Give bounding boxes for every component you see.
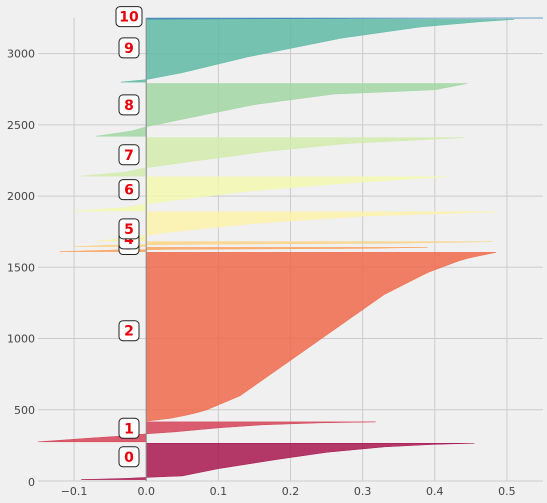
x-tick-label: 0.3 [354, 485, 372, 498]
x-tick-label: 0.2 [282, 485, 300, 498]
cluster-label: 4 [124, 232, 134, 248]
y-tick-label: 3000 [7, 48, 35, 61]
cluster-label-box [118, 417, 140, 439]
cluster-area-3 [59, 247, 428, 252]
cluster-area-4 [74, 241, 493, 247]
cluster-label: 1 [124, 421, 134, 437]
x-tick-label: 0.1 [210, 485, 228, 498]
cluster-label-box [115, 6, 143, 28]
y-tick-label: 2500 [7, 119, 35, 132]
cluster-label-box [118, 144, 140, 166]
y-tick-label: 0 [28, 476, 35, 489]
x-tick-label: 0.5 [498, 485, 516, 498]
cluster-area-1 [37, 421, 376, 443]
x-axis-ticks: −0.1 0.0 0.1 0.2 0.3 0.4 0.5 [61, 485, 516, 498]
cluster-area-9 [120, 19, 515, 83]
y-axis-ticks: 0 500 1000 1500 2000 2500 3000 [7, 48, 35, 489]
cluster-area-0 [81, 442, 475, 480]
cluster-area-7 [81, 137, 464, 177]
cluster-label-box [118, 94, 140, 116]
cluster-label-box [118, 446, 140, 468]
cluster-label-box [118, 320, 140, 342]
cluster-area-10 [145, 17, 544, 20]
cluster-label: 8 [124, 98, 134, 114]
cluster-label: 10 [119, 10, 139, 26]
cluster-label: 6 [124, 183, 134, 199]
cluster-area-6 [74, 176, 446, 212]
cluster-label: 2 [124, 324, 134, 340]
cluster-label-box [118, 179, 140, 201]
cluster-label: 5 [124, 222, 134, 238]
cluster-labels: 012345678910 [115, 6, 143, 468]
x-tick-label: −0.1 [61, 485, 88, 498]
y-tick-label: 500 [14, 404, 35, 417]
cluster-area-8 [95, 83, 468, 137]
cluster-area-5 [95, 211, 500, 242]
cluster-area-2 [145, 252, 497, 422]
y-tick-label: 1500 [7, 261, 35, 274]
cluster-label: 9 [124, 41, 134, 57]
cluster-label-box [118, 218, 140, 240]
x-tick-label: 0.0 [137, 485, 155, 498]
cluster-label: 0 [124, 450, 134, 466]
cluster-label: 7 [124, 148, 134, 164]
y-tick-label: 2000 [7, 190, 35, 203]
x-tick-label: 0.4 [426, 485, 444, 498]
cluster-label-box [118, 37, 140, 59]
cluster-areas [37, 17, 544, 480]
y-tick-label: 1000 [7, 333, 35, 346]
